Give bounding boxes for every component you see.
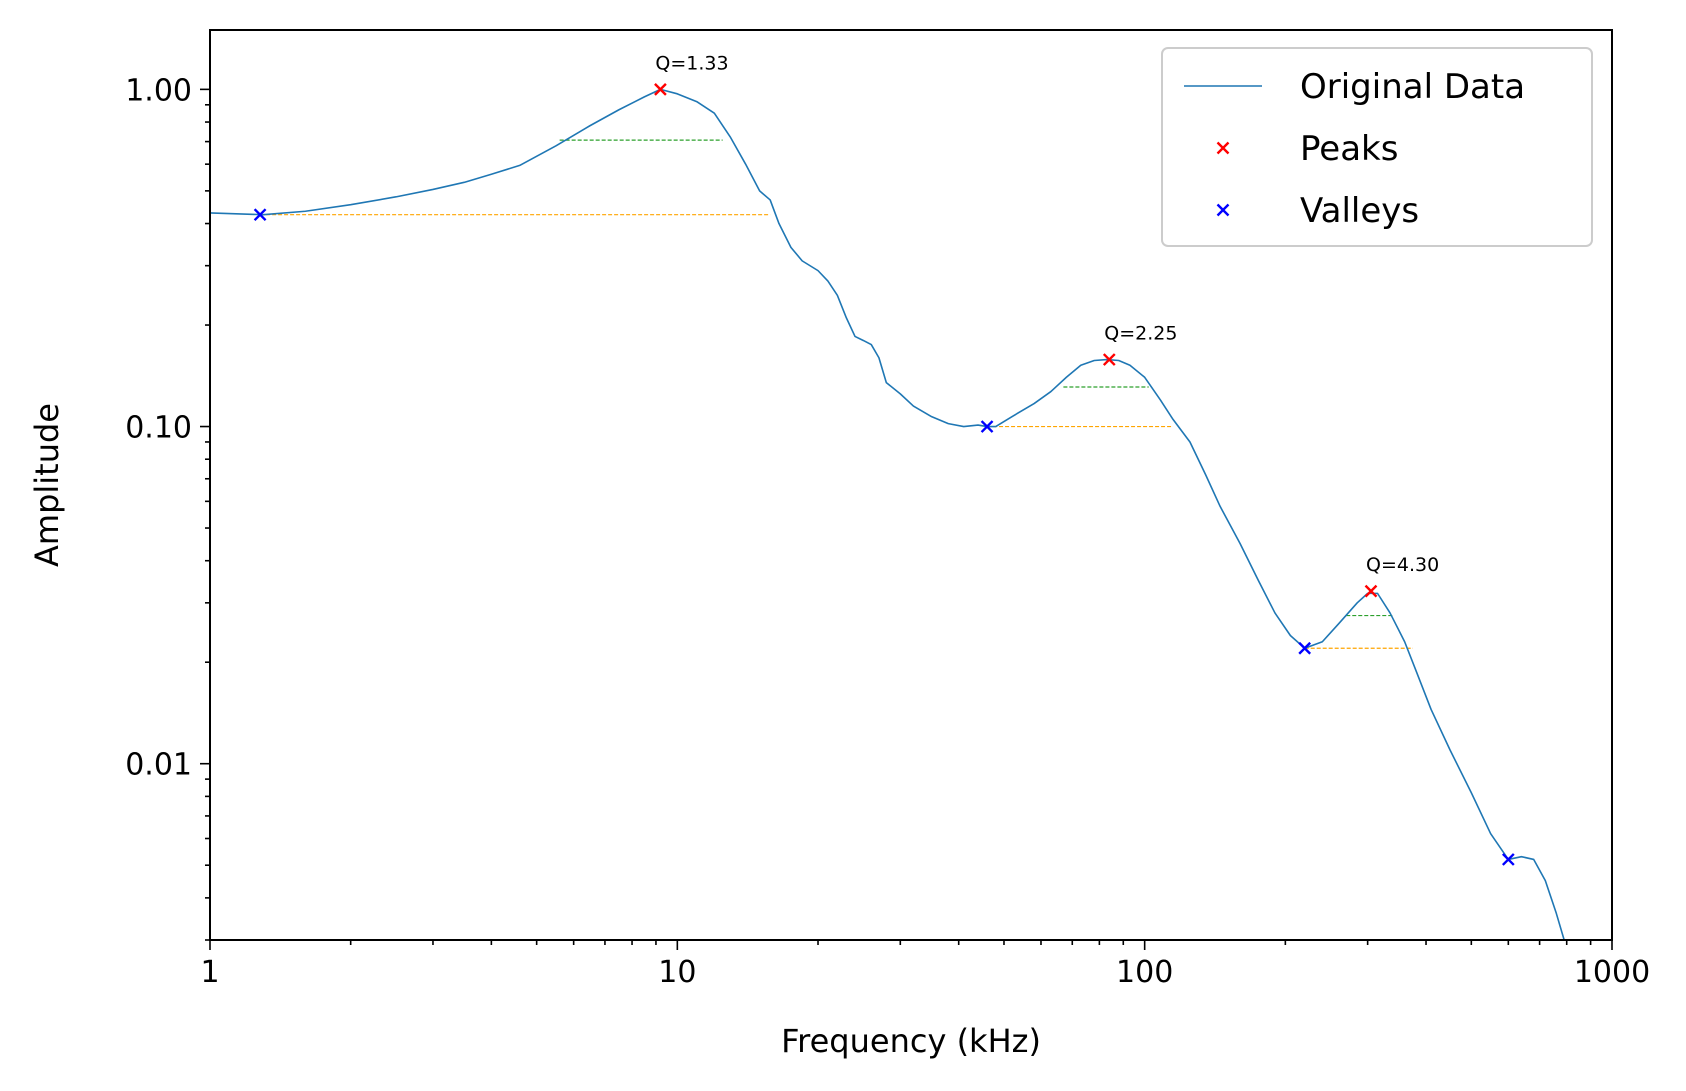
legend-entry-label: Peaks xyxy=(1300,129,1398,169)
valley-marker xyxy=(253,208,267,222)
peak-marker xyxy=(654,83,667,96)
x-tick-label: 1 xyxy=(200,955,219,990)
y-tick-label: 0.01 xyxy=(125,748,192,783)
peak-q-label: Q=2.25 xyxy=(1104,323,1177,345)
legend-entry-label: Valleys xyxy=(1300,191,1419,231)
x-axis: 1 10 100 1000 xyxy=(200,940,1650,990)
peak-q-label: Q=4.30 xyxy=(1366,554,1439,576)
peak-marker xyxy=(1364,584,1378,598)
x-tick-label: 10 xyxy=(658,955,696,990)
x-tick-label: 100 xyxy=(1116,955,1173,990)
x-axis-label: Frequency (kHz) xyxy=(781,1022,1041,1060)
plot-frame xyxy=(209,29,1613,941)
x-tick-label: 1000 xyxy=(1574,955,1650,990)
valley-marker xyxy=(1298,641,1312,655)
legend: Original Data Peaks Valleys xyxy=(1161,47,1593,247)
y-axis-label: Amplitude xyxy=(28,403,66,567)
valley-marker xyxy=(980,420,994,433)
legend-marker-swatch xyxy=(1216,203,1230,217)
y-axis: 0.01 0.10 1.00 xyxy=(125,73,210,941)
peak-q-label: Q=1.33 xyxy=(655,52,728,74)
y-tick-label: 0.10 xyxy=(125,411,192,446)
y-tick-label: 1.00 xyxy=(125,73,192,108)
legend-entry-label: Original Data xyxy=(1300,67,1525,107)
legend-box xyxy=(1161,47,1593,247)
peak-marker xyxy=(1102,353,1116,366)
plot-area xyxy=(210,83,1565,940)
legend-marker-swatch xyxy=(1216,141,1230,155)
valley-marker xyxy=(1501,853,1515,866)
